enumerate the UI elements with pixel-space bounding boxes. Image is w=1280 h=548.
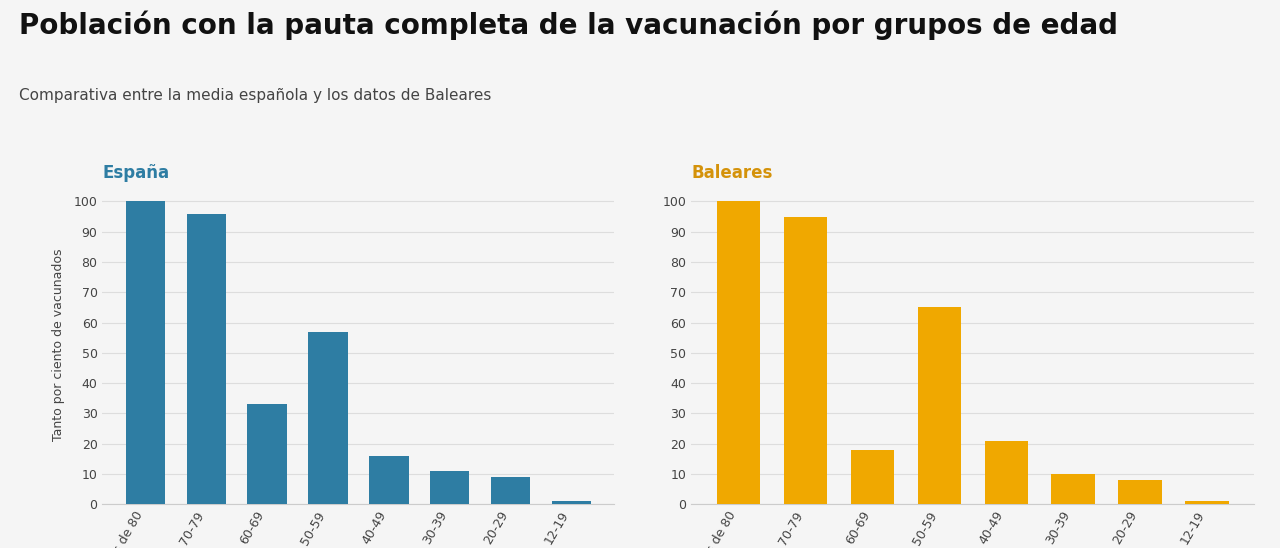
Bar: [247, 404, 287, 504]
Bar: [552, 501, 591, 504]
Bar: [430, 471, 470, 504]
Bar: [1119, 480, 1162, 504]
Bar: [1051, 474, 1094, 504]
Bar: [490, 477, 530, 504]
Bar: [1185, 501, 1229, 504]
Bar: [125, 202, 165, 504]
Bar: [783, 216, 827, 504]
Text: Comparativa entre la media española y los datos de Baleares: Comparativa entre la media española y lo…: [19, 88, 492, 102]
Text: España: España: [102, 164, 169, 182]
Text: Baleares: Baleares: [691, 164, 773, 182]
Bar: [717, 202, 760, 504]
Bar: [851, 450, 895, 504]
Text: Población con la pauta completa de la vacunación por grupos de edad: Población con la pauta completa de la va…: [19, 11, 1119, 41]
Y-axis label: Tanto por ciento de vacunados: Tanto por ciento de vacunados: [52, 249, 65, 442]
Bar: [984, 441, 1028, 504]
Bar: [308, 332, 348, 504]
Bar: [369, 456, 408, 504]
Bar: [918, 307, 961, 504]
Bar: [187, 214, 227, 504]
